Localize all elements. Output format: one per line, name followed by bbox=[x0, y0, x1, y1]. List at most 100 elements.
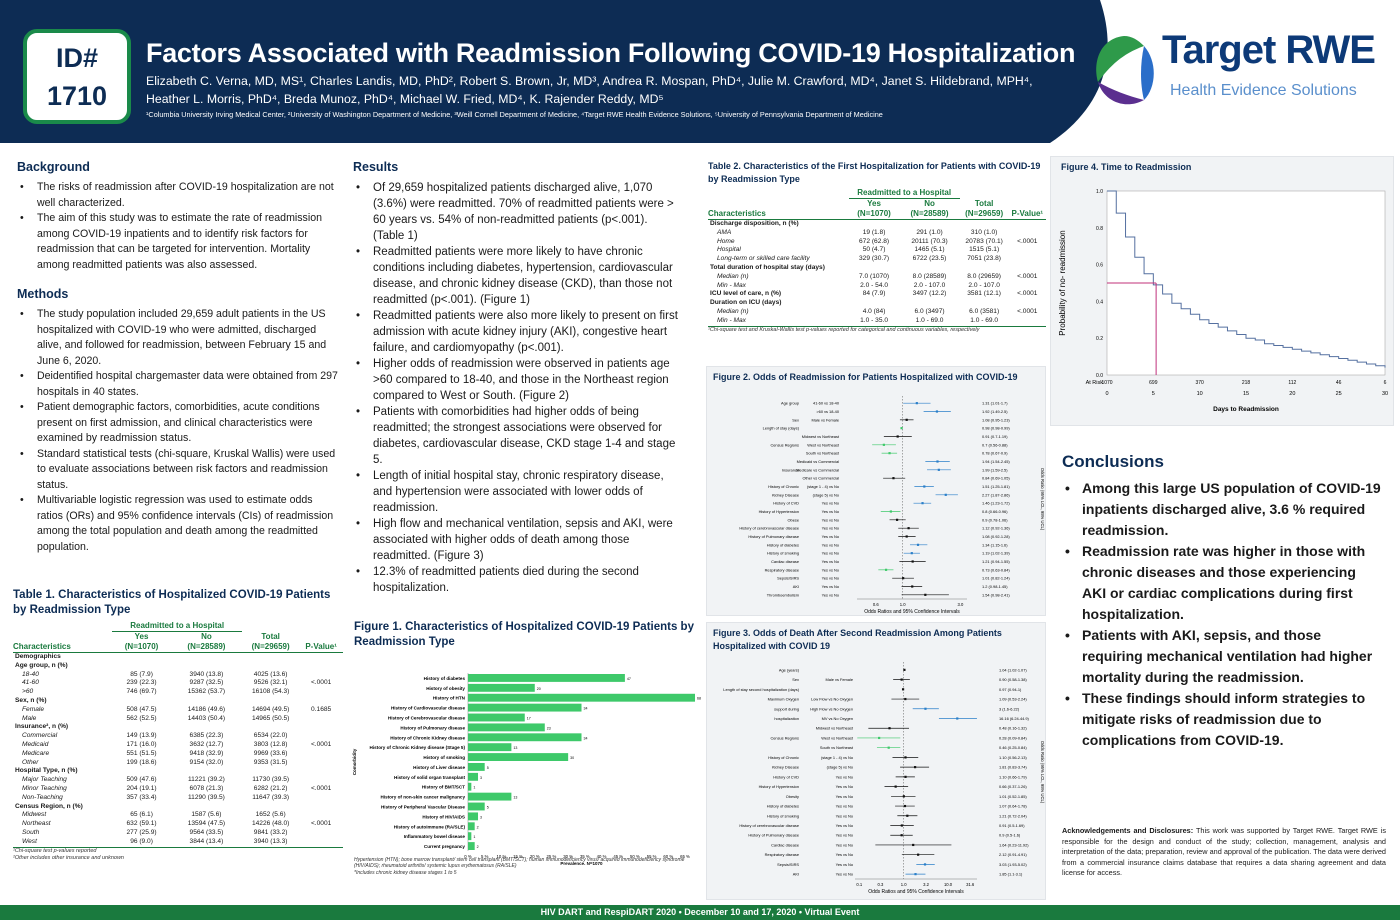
y-tick-label: 0.4 bbox=[1096, 299, 1103, 305]
bar-label: History of HTN bbox=[433, 696, 466, 701]
x-tick-label: 60 % bbox=[663, 854, 673, 859]
table-cell: 9353 (31.5) bbox=[253, 758, 288, 766]
x-tick-label: 25 bbox=[1336, 391, 1342, 397]
x-tick-label: 20 bbox=[1289, 391, 1295, 397]
table-row: Median (n) 4.0 (84) 6.0 (3497) 6.0 (3581) <.… bbox=[708, 308, 1046, 317]
table-cell: 562 (52.5) bbox=[126, 714, 157, 722]
bar bbox=[468, 832, 472, 841]
bar-value-label: 1 bbox=[473, 786, 475, 790]
bar bbox=[468, 683, 535, 692]
table1-char-header: Characteristics bbox=[13, 642, 71, 651]
at-risk-count: 370 bbox=[1195, 380, 1204, 386]
or-value-label: 0.90 (0.58-1.38) bbox=[999, 677, 1027, 682]
point-estimate bbox=[923, 863, 927, 866]
or-value-label: 1.10 (0.56-2.13) bbox=[999, 755, 1027, 760]
conclusions-panel: Conclusions Among this large US populati… bbox=[1062, 452, 1382, 751]
bar bbox=[468, 723, 545, 732]
x-tick-label: 30 bbox=[1382, 391, 1388, 397]
or-value-label: 0.9 (0.5-1.6) bbox=[999, 833, 1021, 838]
row-level-label: Yes vs No bbox=[822, 509, 839, 514]
methods-list: The study population included 29,659 adu… bbox=[17, 307, 339, 555]
point-estimate bbox=[905, 418, 908, 421]
table-cell: Total duration of hospital stay (days) bbox=[710, 263, 825, 271]
row-group-label: Census Regions bbox=[770, 735, 799, 740]
table-cell bbox=[1009, 264, 1046, 273]
point-estimate bbox=[917, 853, 920, 856]
x-tick-label: 65 % bbox=[680, 854, 690, 859]
table-row: Male 562 (52.5) 14403 (50.4) 14965 (50.5) bbox=[13, 715, 343, 724]
or-value-label: 0.73 (0.63-0.84) bbox=[982, 567, 1010, 572]
figure3-chart: Age (years) 1.04 (1.02-1.07) Sex Male vs Fe… bbox=[723, 662, 1045, 895]
point-estimate bbox=[913, 766, 917, 769]
table-cell: 8.0 (29659) bbox=[967, 272, 1001, 280]
x-tick-label: 3.2 bbox=[923, 882, 929, 887]
row-group-label: Obese bbox=[788, 517, 799, 522]
row-level-label: Midwest vs Northeast bbox=[816, 726, 854, 731]
table-cell: Home bbox=[717, 237, 735, 245]
x-tick-label: 30 % bbox=[563, 854, 573, 859]
table-cell bbox=[299, 759, 343, 768]
point-estimate bbox=[944, 493, 947, 496]
table-cell: AMA bbox=[717, 228, 732, 236]
table-row: Commercial 149 (13.9) 6385 (22.3) 6534 (22.… bbox=[13, 732, 343, 741]
table-cell: 9418 (32.9) bbox=[189, 749, 224, 757]
table-cell bbox=[112, 697, 171, 706]
bar bbox=[468, 763, 485, 771]
table-cell: Min - Max bbox=[717, 281, 746, 289]
table-cell: 14403 (50.4) bbox=[187, 714, 226, 722]
x-tick-label: 15 bbox=[1243, 391, 1249, 397]
bar-value-label: 13 bbox=[513, 796, 517, 800]
row-level-label: West vs Northeast bbox=[807, 442, 840, 447]
table-cell bbox=[299, 794, 343, 803]
row-group-label: Respiratory disease bbox=[765, 567, 799, 572]
table-row: Hospital 50 (4.7) 1465 (5.1) 1515 (5.1) bbox=[708, 246, 1046, 255]
table-cell: Min - Max bbox=[717, 316, 746, 324]
table-row: Duration on ICU (days) bbox=[708, 299, 1046, 308]
table-cell bbox=[242, 653, 299, 662]
row-level-label: South vs Northeast bbox=[806, 451, 840, 456]
figure2-chart: Age group 41-60 vs 18-40 1.31 (1.01-1.7) >6… bbox=[739, 396, 1045, 615]
ack-label: Acknowledgements and Disclosures: bbox=[1062, 826, 1194, 835]
table1-title: Table 1. Characteristics of Hospitalized… bbox=[13, 589, 331, 616]
table-cell: Insurance², n (%) bbox=[15, 723, 69, 731]
x-axis-label: Odds Ratios and 95% Confidence Intervals bbox=[868, 889, 964, 895]
or-value-label: 0.78 (0.67-0.9) bbox=[982, 451, 1008, 456]
bar-value-label: 17 bbox=[527, 716, 531, 720]
row-level-label: Yes vs No bbox=[822, 584, 839, 589]
table-row: Medicaid 171 (16.0) 3632 (12.7) 3803 (12.8)… bbox=[13, 741, 343, 750]
table-row: Major Teaching 509 (47.6) 11221 (39.2) 1173… bbox=[13, 776, 343, 785]
y-tick-label: 0.0 bbox=[1096, 373, 1103, 379]
list-item: The aim of this study was to estimate th… bbox=[17, 211, 339, 273]
row-level-label: Yes vs No bbox=[822, 517, 839, 522]
id-number: 1710 bbox=[46, 81, 108, 111]
table-cell: 310 (1.0) bbox=[970, 228, 998, 236]
bar-value-label: 3 bbox=[480, 815, 482, 819]
bar-value-label: 3 bbox=[480, 776, 482, 780]
x-tick-label: 35 % bbox=[580, 854, 590, 859]
table1-no-n: (N=28589) bbox=[187, 642, 226, 651]
figure4-panel: Figure 4. Time to Readmission 0.0 0.2 0.4 0… bbox=[1050, 156, 1394, 426]
point-estimate bbox=[905, 535, 908, 538]
logo-subtitle: Health Evidence Solutions bbox=[1170, 82, 1357, 99]
table-cell bbox=[299, 776, 343, 785]
y-tick-label: 0.2 bbox=[1096, 336, 1103, 342]
table-cell bbox=[299, 750, 343, 759]
table-row: Other 199 (18.6) 9154 (32.0) 9353 (31.5) bbox=[13, 759, 343, 768]
bar-value-label: 5 bbox=[487, 805, 489, 809]
list-item: Among this large US population of COVID-… bbox=[1062, 478, 1382, 541]
table-cell: 50 (4.7) bbox=[862, 246, 886, 254]
bar-value-label: 23 bbox=[547, 726, 551, 730]
table-cell: 96 (9.0) bbox=[130, 837, 153, 845]
table1-yes-n: (N=1070) bbox=[124, 642, 159, 651]
y-axis-label: Comorbidity bbox=[352, 748, 357, 775]
bar-value-label: 47 bbox=[627, 677, 631, 681]
point-estimate bbox=[906, 814, 909, 817]
x-tick-label: 20 % bbox=[530, 854, 540, 859]
at-risk-count: 1070 bbox=[1101, 380, 1112, 386]
table-row: Discharge disposition, n (%) bbox=[708, 220, 1046, 229]
point-estimate bbox=[903, 668, 906, 671]
table-cell: 16108 (54.3) bbox=[251, 688, 290, 696]
table2: Readmitted to a Hospital Yes No Total Ch… bbox=[708, 188, 1046, 327]
table-cell bbox=[112, 653, 171, 662]
table-cell: 20111 (70.3) bbox=[911, 237, 948, 245]
